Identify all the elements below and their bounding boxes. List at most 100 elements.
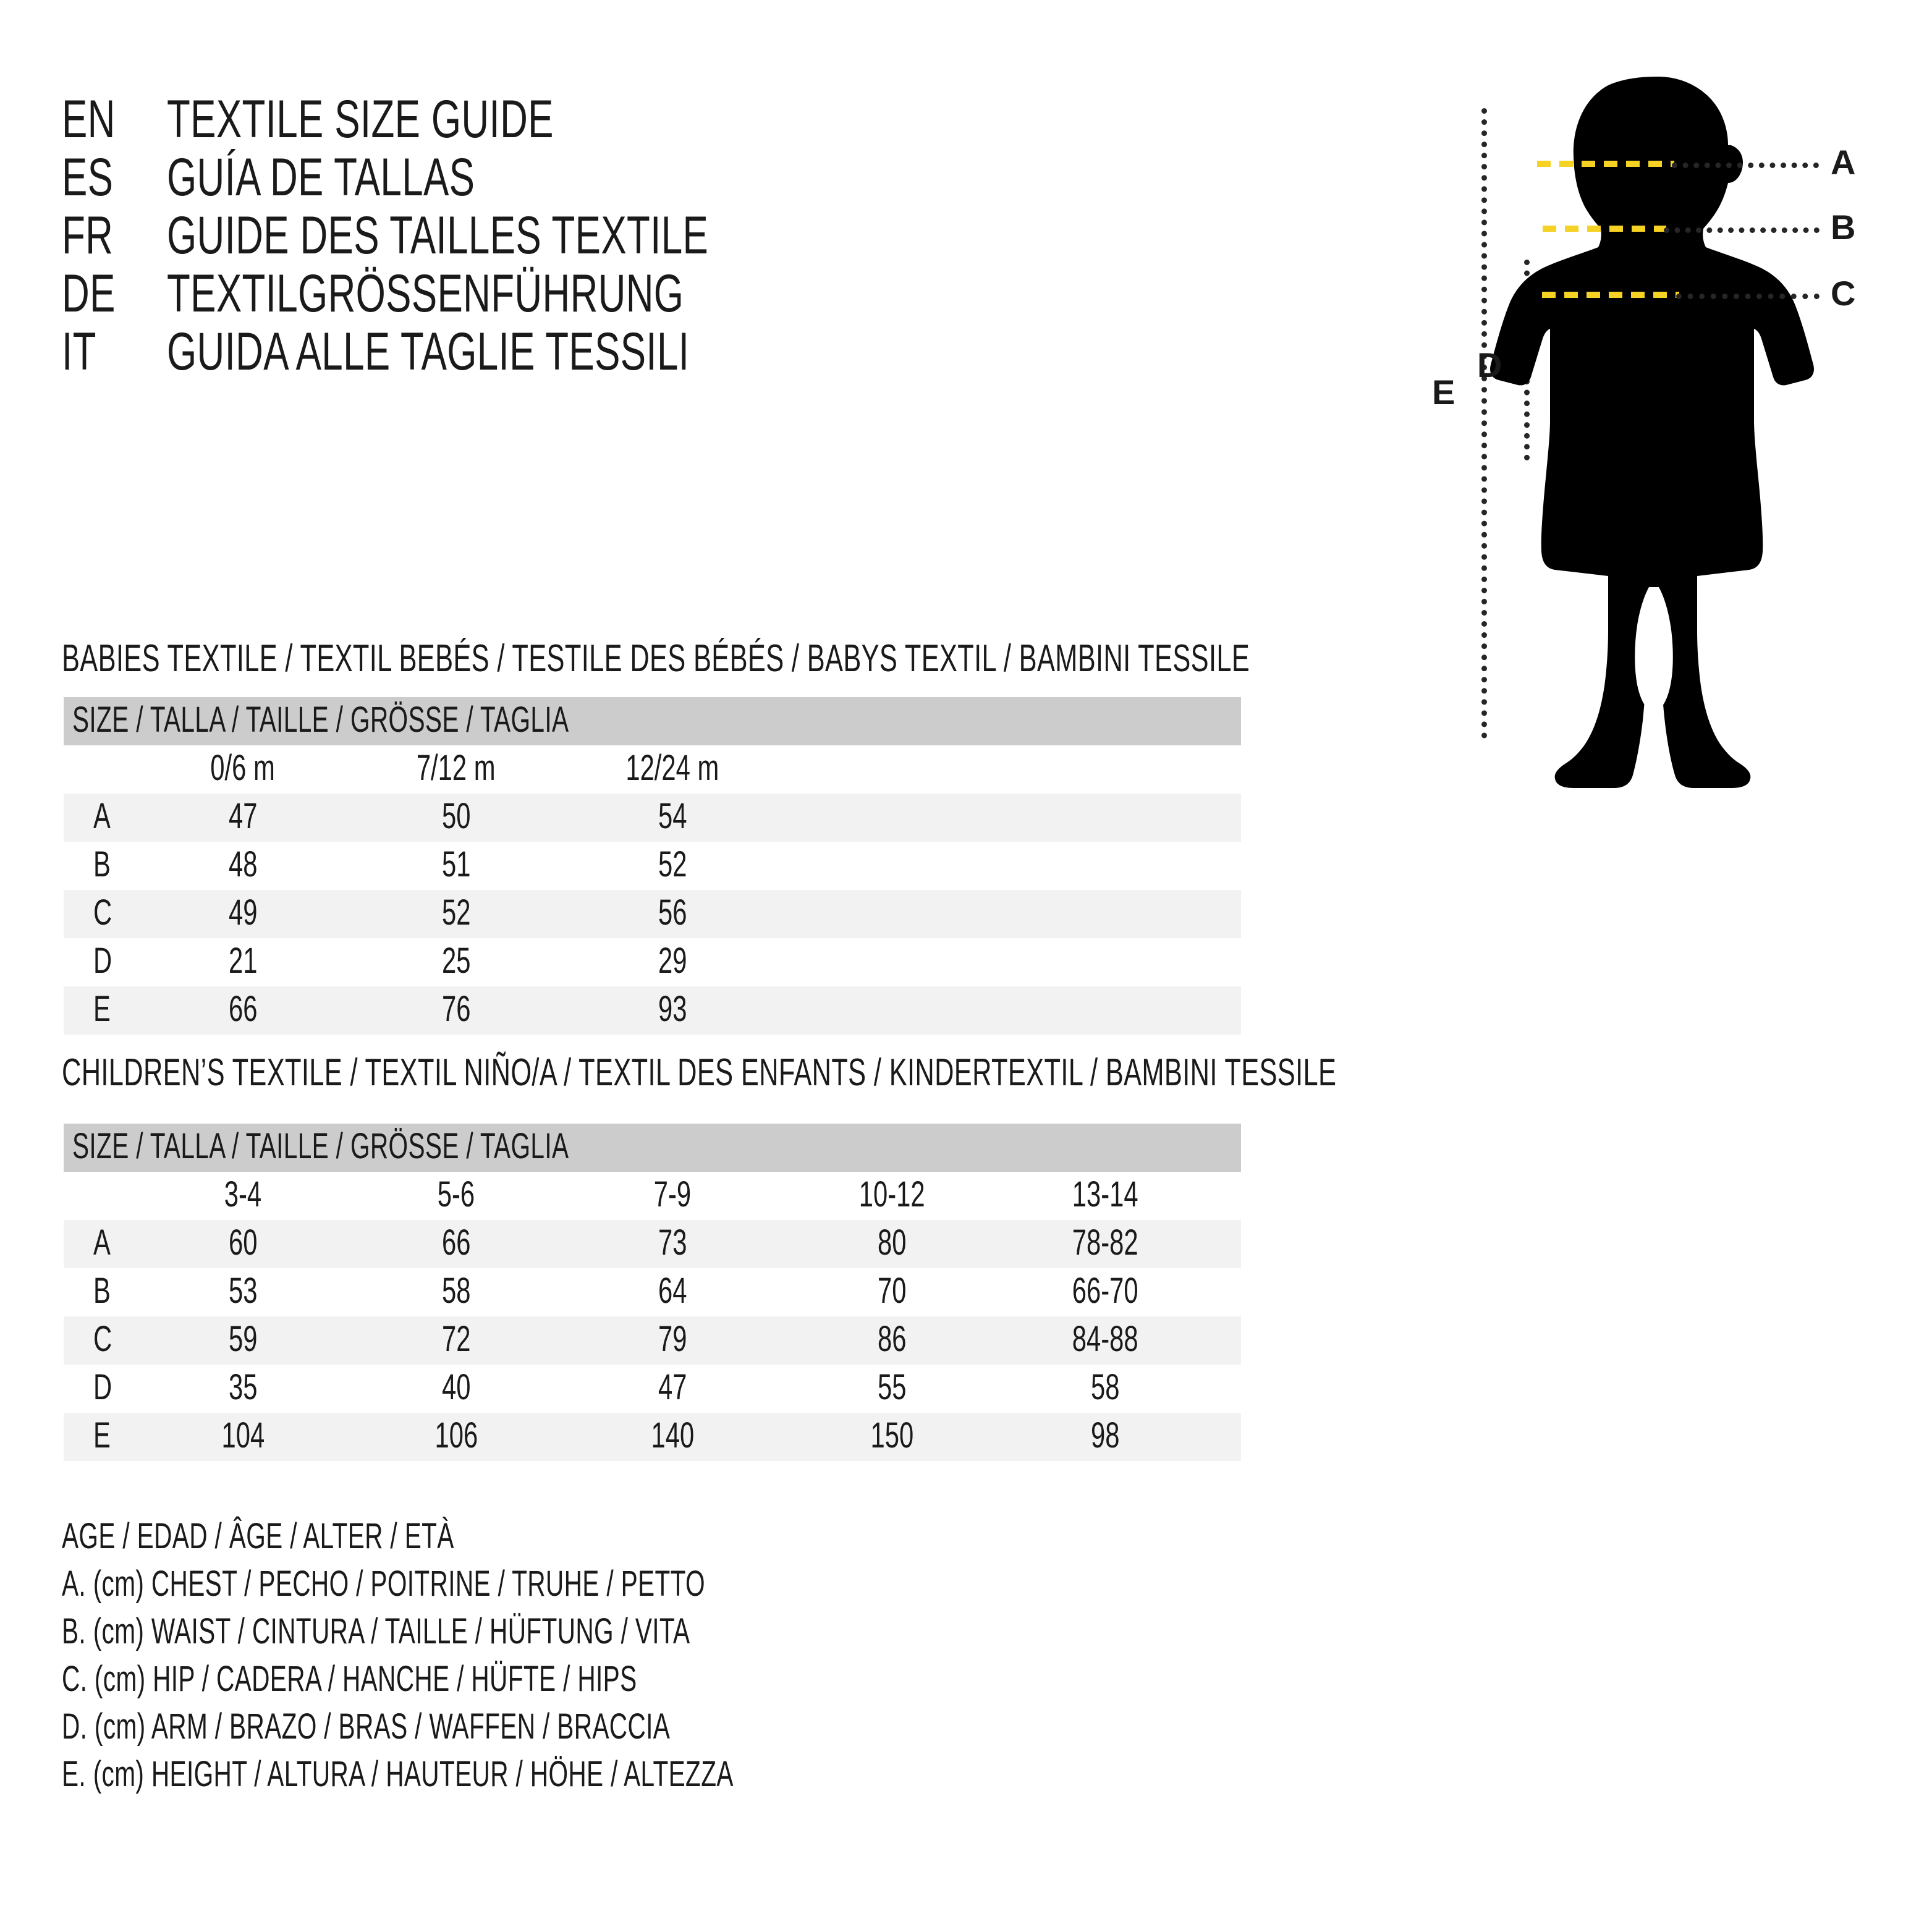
title-row: DE TEXTILGRÖSSENFÜHRUNG [62,267,927,325]
children-cell: 98 [1090,1415,1120,1455]
babies-col-header: 0/6 m [210,748,276,788]
children-cell: 66 [441,1222,471,1263]
title-row: FR GUIDE DES TAILLES TEXTILE [62,209,927,267]
measurement-legend: AGE / EDAD / ÂGE / ALTER / ETÀ A. (cm) C… [62,1517,1174,1803]
chest-leader-line [1672,163,1819,168]
height-guide-line-e [1481,108,1487,739]
children-row-label: B [93,1271,111,1311]
children-cell: 35 [228,1367,258,1407]
babies-cell: 25 [441,941,471,981]
hip-leader-line [1676,294,1820,299]
legend-line-e-height: E. (cm) HEIGHT / ALTURA / HAUTEUR / HÖHE… [62,1754,734,1794]
children-cell: 106 [434,1415,478,1455]
waist-leader-line [1664,227,1820,233]
legend-line-d-arm: D. (cm) ARM / BRAZO / BRAS / WAFFEN / BR… [62,1706,671,1747]
children-cell: 60 [228,1222,258,1263]
babies-cell: 56 [658,892,687,933]
babies-cell: 51 [441,844,471,884]
title-text-en: TEXTILE SIZE GUIDE [167,90,554,149]
babies-row-label: B [93,844,111,884]
children-col-header: 13-14 [1072,1174,1138,1214]
table-row: B 53 58 64 70 66-70 [64,1268,1241,1316]
table-row: C 59 72 79 86 84-88 [64,1316,1241,1365]
children-row-label: C [93,1319,112,1359]
title-block: EN TEXTILE SIZE GUIDE ES GUÍA DE TALLAS … [62,93,927,383]
waist-measure-line [1543,226,1666,232]
children-col-header: 5-6 [437,1174,475,1214]
title-text-fr: GUIDE DES TAILLES TEXTILE [167,206,709,265]
title-lang-fr: FR [62,206,114,265]
children-cell: 72 [441,1319,471,1359]
children-row-label: A [93,1222,111,1263]
children-cell: 66-70 [1072,1271,1138,1311]
children-cell: 64 [658,1271,687,1311]
babies-row-label: C [93,892,112,933]
table-row: A 60 66 73 80 78-82 [64,1220,1241,1268]
figure-label-a: A [1831,143,1856,182]
table-row: D 21 25 29 [64,938,1241,986]
children-cell: 58 [1090,1367,1120,1407]
child-silhouette-icon [1490,77,1814,788]
babies-col-header: 12/24 m [625,748,719,788]
children-row-label: D [93,1367,112,1407]
children-col-header: 7-9 [653,1174,692,1214]
babies-col-header: 7/12 m [417,748,496,788]
legend-line-a-chest: A. (cm) CHEST / PECHO / POITRINE / TRUHE… [62,1564,705,1604]
children-cell: 73 [658,1222,687,1263]
title-row: ES GUÍA DE TALLAS [62,151,927,209]
babies-row-label: E [93,989,111,1029]
figure-label-b: B [1831,208,1856,247]
children-column-header-row: 3-4 5-6 7-9 10-12 13-14 [64,1172,1241,1220]
children-cell: 78-82 [1072,1222,1138,1263]
children-col-header: 3-4 [224,1174,262,1214]
children-cell: 140 [651,1415,694,1455]
children-cell: 80 [877,1222,907,1263]
children-cell: 84-88 [1072,1319,1138,1359]
title-lang-en: EN [62,90,116,149]
hip-measure-line [1542,292,1679,298]
table-row: A 47 50 54 [64,794,1241,842]
children-col-header: 10-12 [858,1174,925,1214]
babies-cell: 21 [228,941,258,981]
babies-cell: 47 [228,796,258,836]
babies-cell: 54 [658,796,687,836]
children-cell: 150 [870,1415,913,1455]
children-cell: 58 [441,1271,471,1311]
title-row: IT GUIDA ALLE TAGLIE TESSILI [62,325,927,383]
babies-cell: 48 [228,844,258,884]
figure-label-e: E [1432,373,1455,412]
children-cell: 59 [228,1319,258,1359]
title-text-de: TEXTILGRÖSSENFÜHRUNG [167,264,684,323]
children-cell: 53 [228,1271,258,1311]
babies-cell: 50 [441,796,471,836]
children-cell: 86 [877,1319,907,1359]
title-text-it: GUIDA ALLE TAGLIE TESSILI [167,322,690,381]
table-row: B 48 51 52 [64,842,1241,890]
babies-row-label: D [93,941,112,981]
child-measurement-figure: A B C D E [1391,74,1932,791]
figure-label-c: C [1831,274,1856,313]
babies-cell: 93 [658,989,687,1029]
chest-measure-line [1537,161,1674,167]
figure-label-d: D [1477,345,1502,384]
children-table: SIZE / TALLA / TAILLE / GRÖSSE / TAGLIA … [64,1124,1241,1461]
table-row: C 49 52 56 [64,890,1241,938]
children-row-label: E [93,1415,111,1455]
title-text-es: GUÍA DE TALLAS [167,148,475,207]
children-cell: 47 [658,1367,687,1407]
table-row: D 35 40 47 55 58 [64,1365,1241,1413]
babies-size-bar: SIZE / TALLA / TAILLE / GRÖSSE / TAGLIA [64,697,1241,745]
children-cell: 40 [441,1367,471,1407]
children-cell: 70 [877,1271,907,1311]
babies-cell: 52 [441,892,471,933]
children-cell: 55 [877,1367,907,1407]
children-section-heading: CHILDREN’S TEXTILE / TEXTIL NIÑO/A / TEX… [62,1051,1337,1094]
title-lang-it: IT [62,322,96,381]
legend-line-c-hip: C. (cm) HIP / CADERA / HANCHE / HÜFTE / … [62,1659,637,1699]
babies-table: SIZE / TALLA / TAILLE / GRÖSSE / TAGLIA … [64,697,1241,1035]
table-row: E 104 106 140 150 98 [64,1413,1241,1461]
title-lang-de: DE [62,264,116,323]
title-lang-es: ES [62,148,114,207]
children-size-bar-label: SIZE / TALLA / TAILLE / GRÖSSE / TAGLIA [72,1126,569,1166]
